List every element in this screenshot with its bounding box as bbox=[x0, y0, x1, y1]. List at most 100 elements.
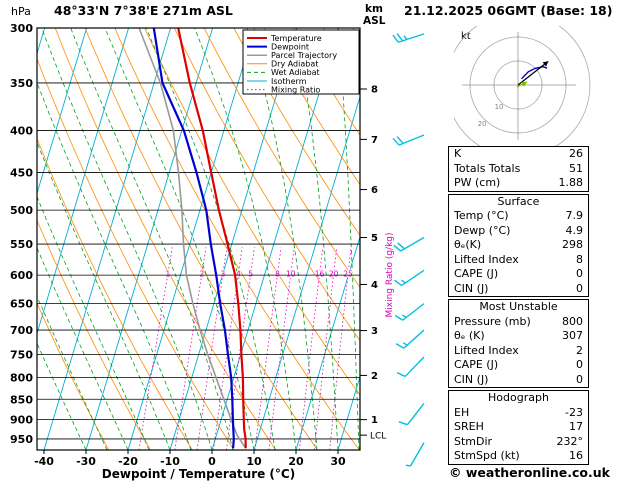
mixing-ratio-line bbox=[174, 247, 207, 450]
stat-row: CIN (J) 0 bbox=[449, 282, 588, 297]
wind-barb-shaft bbox=[402, 303, 425, 321]
wind-barb-feather bbox=[396, 33, 404, 42]
stat-value: 0 bbox=[576, 358, 583, 371]
x-tick-label: -40 bbox=[34, 455, 54, 468]
stat-row: CIN (J) 0 bbox=[449, 373, 588, 388]
stat-label: θₑ (K) bbox=[454, 329, 485, 342]
stat-label: θₑ(K) bbox=[454, 238, 482, 251]
stat-row: Pressure (mb) 800 bbox=[449, 315, 588, 330]
hodo-ring bbox=[493, 60, 543, 110]
dry-adiabat-line bbox=[144, 28, 360, 396]
wind-barb-shaft bbox=[401, 269, 425, 286]
panel-title: Surface bbox=[497, 194, 540, 208]
wind-barbs bbox=[392, 33, 425, 467]
panel-title: Hodograph bbox=[488, 391, 549, 404]
legend-label: Parcel Trajectory bbox=[271, 51, 337, 60]
storm-motion-arrow-head bbox=[542, 61, 549, 67]
legend-label: Isotherm bbox=[271, 77, 307, 86]
km-tick-label: 2 bbox=[371, 371, 378, 382]
mixing-ratio-label: 1 bbox=[165, 269, 170, 278]
stat-row: CAPE (J) 0 bbox=[449, 358, 588, 373]
stat-value: 298 bbox=[562, 238, 583, 251]
stat-label: Temp (°C) bbox=[454, 209, 509, 222]
wind-barb-half-feather bbox=[402, 342, 408, 346]
stat-row: Lifted Index 8 bbox=[449, 253, 588, 268]
stat-value: 0 bbox=[576, 281, 583, 295]
x-tick-label: 0 bbox=[208, 455, 216, 468]
wet-adiabat-line bbox=[145, 28, 276, 450]
stat-label: CIN (J) bbox=[454, 281, 489, 295]
stat-value: -23 bbox=[565, 405, 583, 419]
mixing-ratio-label: 16 bbox=[315, 269, 325, 278]
stat-label: PW (cm) bbox=[454, 176, 501, 189]
mixing-ratio-axis-label: Mixing Ratio (g/kg) bbox=[385, 232, 395, 317]
dry-adiabat-line bbox=[413, 28, 448, 450]
mixing-ratio-line bbox=[226, 247, 255, 450]
x-tick-label: -30 bbox=[76, 455, 96, 468]
wind-barb-feather bbox=[396, 372, 406, 378]
wind-barb-feather bbox=[396, 136, 404, 144]
x-axis-title: Dewpoint / Temperature (°C) bbox=[102, 467, 295, 481]
storm-motion-arrow bbox=[517, 60, 549, 86]
mixing-ratio-line bbox=[138, 247, 173, 450]
pressure-tick-label: 850 bbox=[10, 393, 33, 406]
station-title: 48°33'N 7°38'E 271m ASL bbox=[54, 3, 233, 18]
x-tick-label: 20 bbox=[288, 455, 304, 468]
stat-label: SREH bbox=[454, 420, 484, 433]
stat-row: K 26 bbox=[449, 147, 588, 162]
mixing-ratio-line bbox=[254, 247, 282, 450]
wind-barb-half-feather bbox=[401, 279, 406, 284]
stat-label: K bbox=[454, 147, 462, 160]
x-tick-label: 30 bbox=[330, 455, 346, 468]
stat-row: StmSpd (kt) 16 bbox=[449, 449, 588, 464]
dry-adiabat-line bbox=[352, 28, 360, 40]
x-tick-label: -10 bbox=[160, 455, 180, 468]
stats-panel: K 26 Totals Totals 51 PW (cm) 1.88 bbox=[448, 146, 589, 192]
wind-barb-shaft bbox=[404, 356, 425, 377]
dry-adiabat-line bbox=[37, 302, 110, 450]
wet-adiabat-line bbox=[295, 28, 339, 450]
dry-adiabat-line bbox=[263, 28, 360, 186]
dry-adiabat-line bbox=[37, 219, 151, 450]
stat-row: SREH 17 bbox=[449, 420, 588, 435]
legend-label: Dry Adiabat bbox=[271, 60, 318, 69]
mixing-ratio-label: 2 bbox=[199, 269, 204, 278]
hodo-ring-label: 20 bbox=[478, 120, 487, 128]
series-temperature bbox=[177, 28, 247, 449]
pressure-tick-label: 650 bbox=[10, 298, 33, 311]
stat-value: 0 bbox=[576, 372, 583, 386]
wet-adiabat-line bbox=[37, 81, 192, 450]
wind-barb-feather bbox=[394, 314, 404, 321]
copyright: © weatheronline.co.uk bbox=[449, 465, 610, 480]
pressure-tick-label: 450 bbox=[10, 167, 33, 180]
pressure-tick-label: 300 bbox=[10, 22, 33, 35]
pressure-tick-label: 900 bbox=[10, 414, 33, 427]
dry-adiabat-line bbox=[37, 57, 235, 450]
stat-value: 4.9 bbox=[565, 223, 584, 237]
stat-label: Dewp (°C) bbox=[454, 223, 511, 237]
km-tick-label: 1 bbox=[371, 415, 378, 426]
mixing-ratio-label: 10 bbox=[286, 269, 296, 278]
isotherm-line bbox=[211, 28, 340, 450]
plot-frame bbox=[36, 27, 361, 451]
x-tick-label: -20 bbox=[118, 455, 138, 468]
wind-barb-feather bbox=[393, 279, 403, 286]
shear-arrow-head bbox=[521, 81, 527, 87]
mixing-ratio-line bbox=[268, 247, 295, 450]
isotherm-line bbox=[37, 28, 88, 195]
stat-value: 17 bbox=[569, 420, 583, 433]
mixing-ratio-label: 5 bbox=[248, 269, 253, 278]
isotherm-line bbox=[85, 28, 214, 450]
stat-value: 16 bbox=[569, 449, 583, 462]
x-tick-label: 10 bbox=[246, 455, 262, 468]
wind-barb-feather bbox=[397, 242, 405, 250]
pressure-tick-label: 550 bbox=[10, 238, 33, 251]
stat-row: CAPE (J) 0 bbox=[449, 267, 588, 282]
stat-value: 0 bbox=[576, 267, 583, 280]
hodograph-unit-label: kt bbox=[461, 31, 471, 42]
stat-value: 800 bbox=[562, 314, 583, 328]
stat-row: StmDir 232° bbox=[449, 435, 588, 450]
stat-value: 7.9 bbox=[565, 209, 584, 222]
mixing-ratio-label: 3 bbox=[220, 269, 225, 278]
isotherm-line bbox=[0, 28, 3, 450]
